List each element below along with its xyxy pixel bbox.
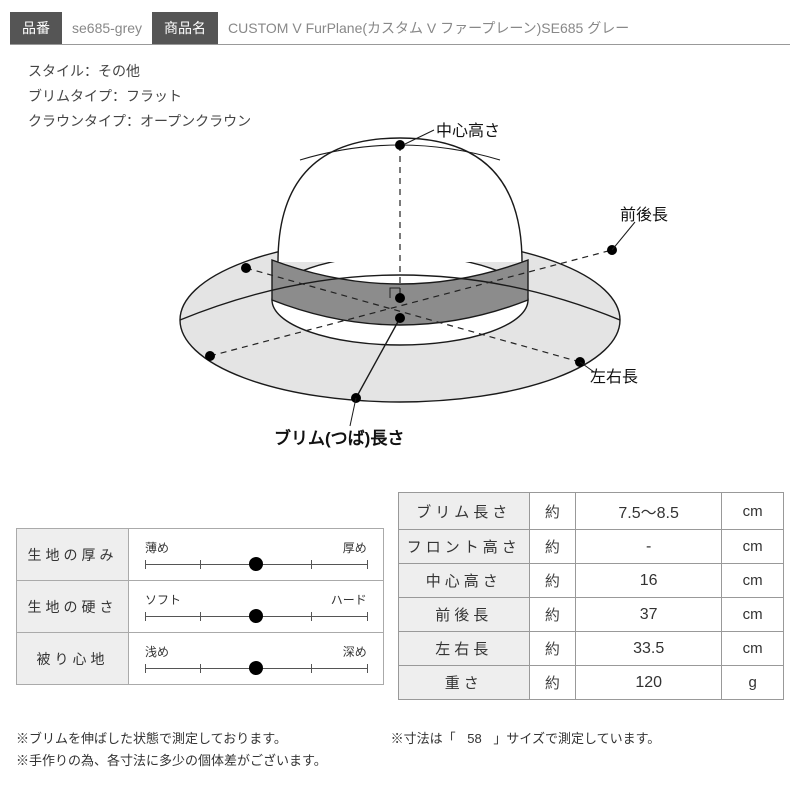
code-value: se685-grey xyxy=(62,12,152,44)
name-tag: 商品名 xyxy=(152,12,218,44)
slider-table: 生地の厚み薄め厚め生地の硬さソフトハード被り心地浅め深め xyxy=(16,528,384,700)
slider-dot xyxy=(249,661,263,675)
code-tag: 品番 xyxy=(10,12,62,44)
measurement-row: フロント高さ約-cm xyxy=(398,530,783,564)
slider-row: 被り心地浅め深め xyxy=(16,632,384,685)
slider-row: 生地の硬さソフトハード xyxy=(16,580,384,633)
spec-style: スタイル：その他 xyxy=(28,59,790,84)
measurement-row: 前後長約37cm xyxy=(398,598,783,632)
slider-label: 生地の厚み xyxy=(17,529,129,580)
slider-rail: 浅め深め xyxy=(129,633,383,684)
slider-label: 被り心地 xyxy=(17,633,129,684)
svg-text:ブリム(つば)長さ: ブリム(つば)長さ xyxy=(274,428,404,448)
slider-dot xyxy=(249,609,263,623)
note-right: ※寸法は「 58 」サイズで測定しています。 xyxy=(391,728,784,772)
name-value: CUSTOM V FurPlane(カスタム V ファープレーン)SE685 グ… xyxy=(218,12,639,44)
measurement-row: 中心高さ約16cm xyxy=(398,564,783,598)
note-left-2: ※手作りの為、各寸法に多少の個体差がございます。 xyxy=(16,750,391,772)
measurement-row: 重さ約120g xyxy=(398,666,783,700)
slider-rail: ソフトハード xyxy=(129,581,383,632)
slider-dot xyxy=(249,557,263,571)
note-left-1: ※ブリムを伸ばした状態で測定しております。 xyxy=(16,728,391,750)
slider-label: 生地の硬さ xyxy=(17,581,129,632)
svg-text:中心高さ: 中心高さ xyxy=(436,122,500,140)
header-bar: 品番 se685-grey 商品名 CUSTOM V FurPlane(カスタム… xyxy=(10,12,790,45)
measurement-table: ブリム長さ約7.5～8.5cmフロント高さ約-cm中心高さ約16cm前後長約37… xyxy=(398,492,784,700)
svg-text:前後長: 前後長 xyxy=(620,206,668,224)
measurement-row: 左右長約33.5cm xyxy=(398,632,783,666)
slider-row: 生地の厚み薄め厚め xyxy=(16,528,384,581)
footnotes: ※ブリムを伸ばした状態で測定しております。 ※手作りの為、各寸法に多少の個体差が… xyxy=(16,728,784,772)
slider-rail: 薄め厚め xyxy=(129,529,383,580)
svg-text:左右長: 左右長 xyxy=(590,368,638,386)
hat-diagram: 中心高さ前後長左右長ブリム(つば)長さ xyxy=(150,100,710,470)
measurement-row: ブリム長さ約7.5～8.5cm xyxy=(398,493,783,530)
